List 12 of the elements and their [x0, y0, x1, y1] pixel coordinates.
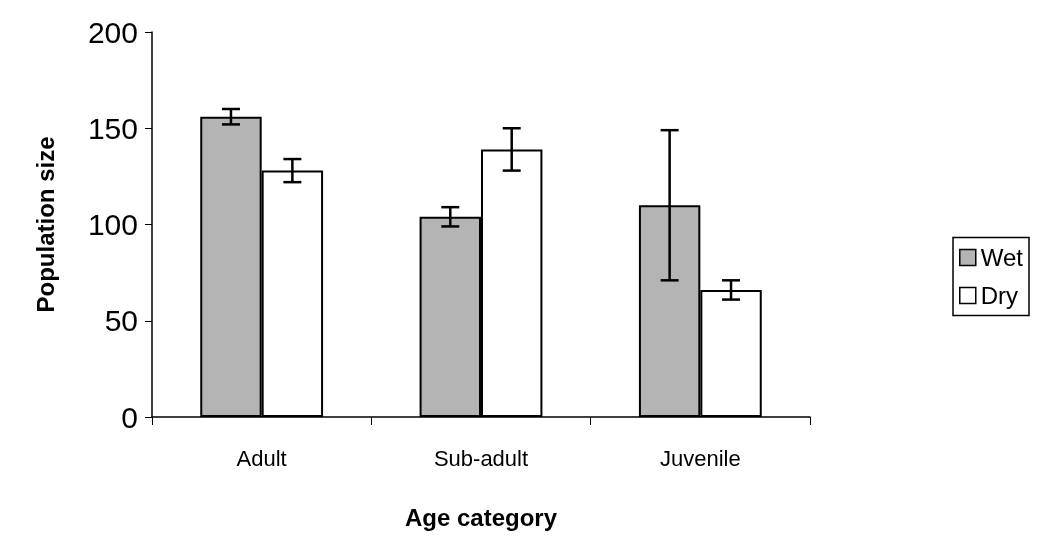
x-tick-label: Sub-adult [433, 445, 529, 471]
y-tick-label: 0 [121, 400, 138, 434]
y-tick-label: 100 [87, 208, 138, 241]
x-axis-title: Age category [404, 503, 558, 531]
x-tick-label: Adult [236, 445, 287, 471]
legend-label: Wet [980, 244, 1024, 271]
y-tick-label: 150 [87, 111, 138, 145]
y-tick-label: 50 [104, 304, 138, 338]
x-tick-label: Juvenile [659, 445, 741, 471]
legend-label: Dry [980, 282, 1019, 309]
y-axis-title: Population size [31, 136, 59, 313]
y-tick-label: 200 [87, 15, 138, 49]
